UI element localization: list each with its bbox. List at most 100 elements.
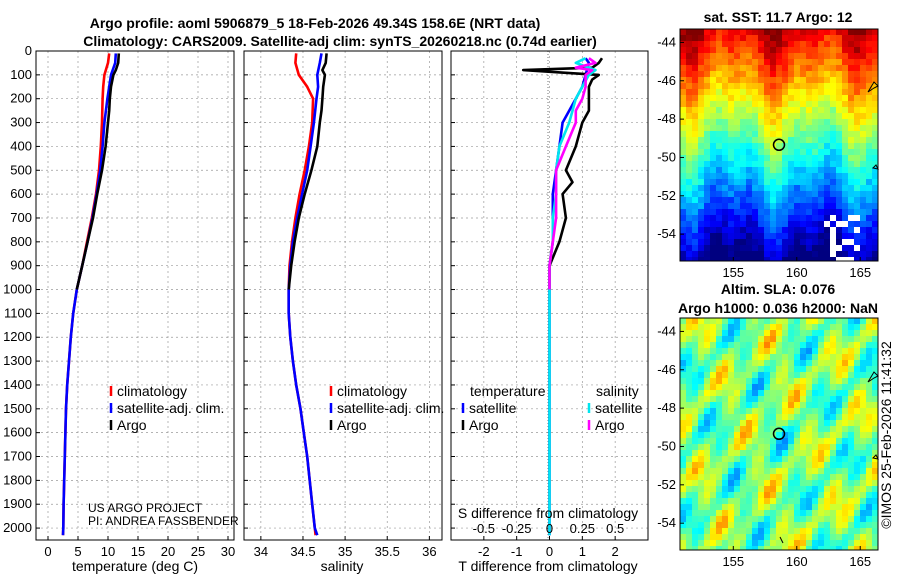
map-pixel <box>698 378 704 384</box>
map-pixel <box>824 450 830 456</box>
map-pixel <box>758 492 764 498</box>
map-pixel <box>806 468 812 474</box>
map-pixel <box>836 143 842 149</box>
map-pixel <box>764 498 770 504</box>
map-pixel <box>842 143 848 149</box>
map-pixel <box>692 191 698 197</box>
map-pixel <box>728 330 734 336</box>
map-pixel <box>752 65 758 71</box>
figure-title-line2: Climatology: CARS2009. Satellite-adj cli… <box>83 33 597 49</box>
map-pixel <box>734 330 740 336</box>
map-pixel <box>692 209 698 215</box>
map-pixel <box>764 29 770 35</box>
map-pixel <box>692 498 698 504</box>
map-pixel <box>800 173 806 179</box>
map-pixel <box>710 221 716 227</box>
map-pixel <box>716 167 722 173</box>
map-pixel <box>830 257 836 261</box>
map-pixel <box>812 239 818 245</box>
map-pixel <box>710 239 716 245</box>
map-pixel <box>722 29 728 35</box>
map-pixel <box>794 125 800 131</box>
map-pixel <box>782 456 788 462</box>
map-pixel <box>812 342 818 348</box>
map-pixel <box>818 390 824 396</box>
map-pixel <box>704 119 710 125</box>
map-pixel <box>848 59 854 65</box>
map-pixel <box>818 59 824 65</box>
map-pixel <box>830 41 836 47</box>
map-pixel <box>740 516 746 522</box>
map-pixel <box>788 125 794 131</box>
map-pixel <box>722 384 728 390</box>
map-pixel <box>764 257 770 261</box>
map-pixel <box>800 378 806 384</box>
map-pixel <box>758 203 764 209</box>
map-pixel <box>692 185 698 191</box>
map-pixel <box>860 185 866 191</box>
map-pixel <box>788 432 794 438</box>
map-pixel <box>806 342 812 348</box>
map-pixel <box>812 149 818 155</box>
map-pixel <box>770 257 776 261</box>
map-pixel <box>830 215 836 221</box>
map-pixel <box>722 450 728 456</box>
map-pixel <box>848 131 854 137</box>
map-pixel <box>728 402 734 408</box>
map-pixel <box>704 402 710 408</box>
map-pixel <box>800 414 806 420</box>
map-pixel <box>752 209 758 215</box>
map-pixel <box>830 432 836 438</box>
map-pixel <box>698 221 704 227</box>
map-pixel <box>770 438 776 444</box>
map-pixel <box>734 203 740 209</box>
map-pixel <box>728 390 734 396</box>
map-pixel <box>770 149 776 155</box>
map-pixel <box>692 161 698 167</box>
map-pixel <box>866 233 872 239</box>
map-pixel <box>800 197 806 203</box>
map-pixel <box>716 131 722 137</box>
map-pixel <box>776 378 782 384</box>
map-pixel <box>722 239 728 245</box>
map-pixel <box>824 528 830 534</box>
map-pixel <box>686 504 692 510</box>
map-pixel <box>842 179 848 185</box>
map-pixel <box>836 203 842 209</box>
map-pixel <box>764 402 770 408</box>
map-pixel <box>776 516 782 522</box>
map-pixel <box>854 227 860 233</box>
map-pixel <box>776 125 782 131</box>
map-pixel <box>704 179 710 185</box>
map-pixel <box>872 318 878 324</box>
map-pixel <box>758 438 764 444</box>
map-pixel <box>776 372 782 378</box>
map-pixel <box>734 47 740 53</box>
map-pixel <box>758 372 764 378</box>
map-pixel <box>860 149 866 155</box>
map-pixel <box>692 546 698 550</box>
map-pixel <box>770 47 776 53</box>
map-pixel <box>746 95 752 101</box>
map-pixel <box>872 426 878 432</box>
map-pixel <box>680 233 686 239</box>
map-pixel <box>752 456 758 462</box>
map-pixel <box>686 408 692 414</box>
map-pixel <box>710 191 716 197</box>
map-pixel <box>686 426 692 432</box>
map-pixel <box>866 35 872 41</box>
map-pixel <box>812 324 818 330</box>
map-pixel <box>782 53 788 59</box>
map-pixel <box>734 474 740 480</box>
map-pixel <box>848 426 854 432</box>
map-pixel <box>698 107 704 113</box>
map-pixel <box>800 155 806 161</box>
map-pixel <box>800 540 806 546</box>
map-pixel <box>788 420 794 426</box>
map-pixel <box>812 354 818 360</box>
map-pixel <box>698 137 704 143</box>
map-pixel <box>752 227 758 233</box>
map-pixel <box>830 348 836 354</box>
map-pixel <box>854 318 860 324</box>
series-line-temperature-satellite <box>548 57 591 536</box>
